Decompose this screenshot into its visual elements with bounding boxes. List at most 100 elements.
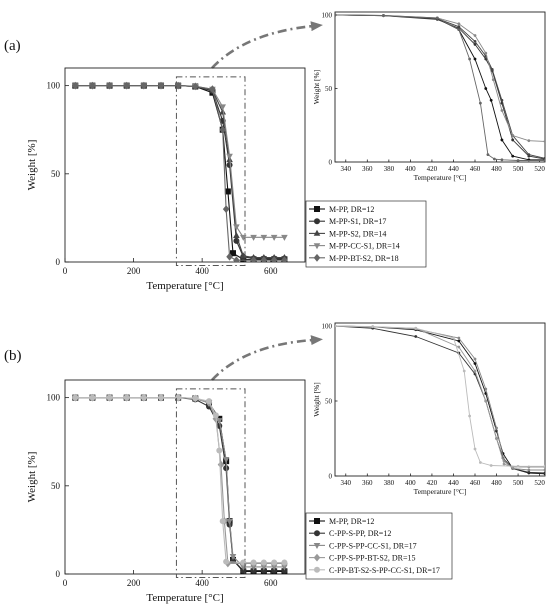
data-point-series-3 [222, 456, 230, 463]
x-tick-label: 500 [513, 479, 524, 487]
data-point-series-5 [516, 464, 520, 468]
data-point-series-4 [500, 109, 504, 112]
panel-b-inset-chart: 340 360 380 400 420 440 460 480 500 520 0 50 100 Temp… [312, 323, 546, 496]
plot-frame [334, 11, 546, 163]
data-point-series-4 [281, 234, 288, 241]
x-tick-label: 420 [427, 479, 438, 487]
y-axis-title: Weight [%] [312, 70, 321, 105]
x-axis-ticks: 340 360 380 400 420 440 460 480 500 520 [341, 159, 545, 173]
data-point-series-5 [219, 518, 226, 525]
series-line-2 [335, 325, 545, 474]
panel-a-inset-chart: 340 360 380 400 420 440 460 480 500 520 0 50 100 Temp… [312, 11, 546, 182]
y-tick-label: 0 [329, 159, 333, 167]
data-point-series-4 [260, 234, 268, 241]
data-point-series-5 [72, 394, 79, 401]
x-tick-label: 440 [448, 479, 459, 487]
x-axis-title: Temperature [°C] [414, 173, 467, 182]
series-line-2 [75, 85, 285, 260]
data-point-series-5 [382, 14, 385, 17]
legend-marker [314, 218, 320, 225]
data-point-series-4 [457, 22, 461, 26]
data-point-series-1 [511, 154, 515, 158]
data-point-series-5 [478, 461, 482, 464]
data-point-series-2 [511, 138, 515, 142]
y-tick-label: 100 [322, 11, 333, 19]
data-point-series-5 [192, 395, 199, 402]
plot-frame [64, 379, 306, 575]
data-point-series-5 [250, 559, 257, 566]
data-point-series-4 [527, 139, 531, 143]
data-point-series-5 [452, 336, 455, 340]
data-point-series-3 [281, 564, 288, 571]
x-tick-label: 520 [534, 479, 545, 487]
data-point-series-5 [222, 205, 230, 213]
legend-entry: M-PP-CC-S1, DR=14 [329, 242, 400, 251]
data-point-series-3 [457, 25, 461, 29]
y-tick-label: 0 [56, 569, 61, 579]
data-point-series-5 [233, 256, 240, 262]
data-point-series-3 [527, 468, 531, 472]
zoom-region-box [175, 76, 246, 267]
x-tick-label: 340 [341, 165, 352, 173]
x-axis-ticks: 340 360 380 400 420 440 460 480 500 520 [341, 473, 545, 487]
x-axis-title: Temperature [°C] [146, 592, 223, 604]
y-tick-label: 100 [47, 81, 61, 91]
legend-marker [313, 243, 321, 250]
data-point-series-5 [106, 394, 113, 401]
legend: M-PP, DR=12 C-PP-S-PP, DR=12 C-PP-S-PP-CC-… [305, 512, 453, 580]
series-line-3 [335, 14, 545, 159]
data-point-series-3 [500, 98, 504, 102]
data-point-series-3 [219, 108, 227, 115]
data-point-series-1 [473, 57, 477, 61]
data-point-series-3 [473, 357, 477, 361]
x-tick-label: 380 [384, 165, 395, 173]
data-point-series-5 [89, 394, 96, 401]
zoom-arrow-a [211, 21, 323, 69]
data-point-series-1 [224, 188, 231, 195]
series-line-5 [75, 85, 285, 261]
data-point-series-1 [457, 339, 461, 343]
series-line-4 [75, 397, 285, 564]
data-point-series-5 [473, 447, 477, 451]
data-point-series-4 [457, 345, 461, 349]
data-point-series-1 [500, 138, 504, 142]
y-tick-label: 100 [322, 323, 333, 331]
data-point-series-5 [486, 153, 490, 157]
series-group [335, 13, 545, 162]
legend-entry: M-PP-S2, DR=14 [329, 229, 386, 238]
y-axis-ticks: 0 50 100 [47, 81, 69, 267]
x-tick-label: 600 [264, 578, 278, 588]
y-axis-title: Weight [%] [26, 140, 38, 191]
data-point-series-4 [484, 51, 488, 55]
data-point-series-3 [490, 67, 494, 71]
data-point-series-1 [489, 98, 493, 102]
data-point-series-4 [473, 369, 477, 373]
x-tick-label: 500 [513, 165, 524, 173]
x-axis-title: Temperature [°C] [146, 280, 223, 292]
x-tick-label: 480 [491, 165, 502, 173]
data-point-series-3 [543, 156, 545, 160]
data-point-series-4 [250, 234, 257, 241]
x-tick-label: 200 [127, 266, 141, 276]
data-point-series-5 [492, 157, 496, 161]
series-line-4 [335, 325, 545, 468]
data-point-series-5 [226, 252, 233, 261]
data-point-series-5 [500, 158, 504, 162]
data-point-series-4 [226, 153, 233, 160]
x-tick-label: 480 [491, 479, 502, 487]
data-point-series-5 [335, 13, 337, 17]
data-point-series-4 [491, 78, 495, 82]
x-tick-label: 200 [127, 578, 141, 588]
series-line-3 [335, 325, 545, 471]
legend-marker [314, 518, 320, 524]
legend-marker [313, 553, 321, 562]
data-point-series-5 [106, 81, 113, 90]
zoom-region-box [175, 388, 246, 579]
data-point-series-4 [484, 399, 488, 403]
x-tick-label: 400 [405, 165, 416, 173]
series-line-1 [335, 14, 545, 161]
legend-entry: M-PP, DR=12 [329, 517, 374, 526]
y-tick-label: 50 [51, 169, 61, 179]
data-point-series-5 [271, 559, 278, 566]
data-point-series-5 [157, 81, 165, 90]
